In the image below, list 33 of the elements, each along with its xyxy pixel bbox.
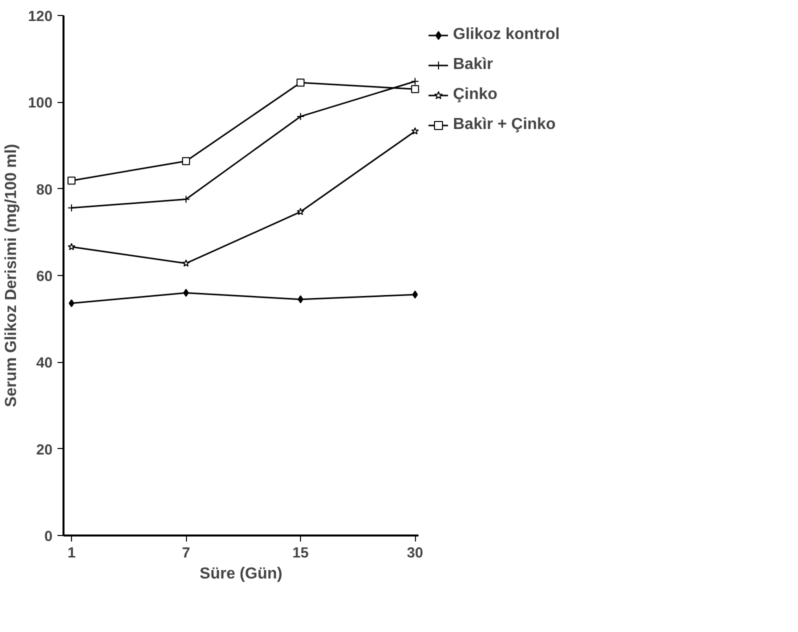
point xyxy=(68,176,76,185)
point xyxy=(296,112,305,120)
x-axis-title: Süre (Gün) xyxy=(200,566,282,582)
legend-label: Bakìr + Çinko xyxy=(453,116,556,134)
point xyxy=(182,157,190,166)
y-tick-label: 0 xyxy=(44,529,53,545)
y-tick-label: 20 xyxy=(36,442,53,458)
y-tick-label: 80 xyxy=(36,182,53,198)
point xyxy=(411,77,420,86)
point xyxy=(296,208,304,216)
legend-label: Glikoz kontrol xyxy=(453,26,560,44)
x-tick-label: 7 xyxy=(182,546,190,562)
point xyxy=(182,259,190,267)
point xyxy=(296,78,305,87)
legend-label: Çinko xyxy=(453,86,498,104)
x-tick-label: 15 xyxy=(292,546,309,562)
y-axis-title: Serum Glikoz Derisimi (mg/100 ml) xyxy=(3,144,20,408)
y-tick-label: 100 xyxy=(28,96,53,112)
y-tick-label: 120 xyxy=(28,9,53,25)
point xyxy=(68,204,76,212)
point xyxy=(182,195,190,204)
point xyxy=(68,299,74,308)
point xyxy=(298,295,304,304)
legend-label: Bakìr xyxy=(453,56,494,74)
y-tick-label: 40 xyxy=(36,356,53,372)
x-tick-label: 30 xyxy=(406,546,424,562)
point xyxy=(411,85,420,94)
x-tick-label: 1 xyxy=(67,546,76,562)
point xyxy=(412,290,418,299)
point xyxy=(68,242,76,250)
point xyxy=(183,288,189,297)
point xyxy=(411,127,419,135)
y-tick-label: 60 xyxy=(36,269,53,285)
